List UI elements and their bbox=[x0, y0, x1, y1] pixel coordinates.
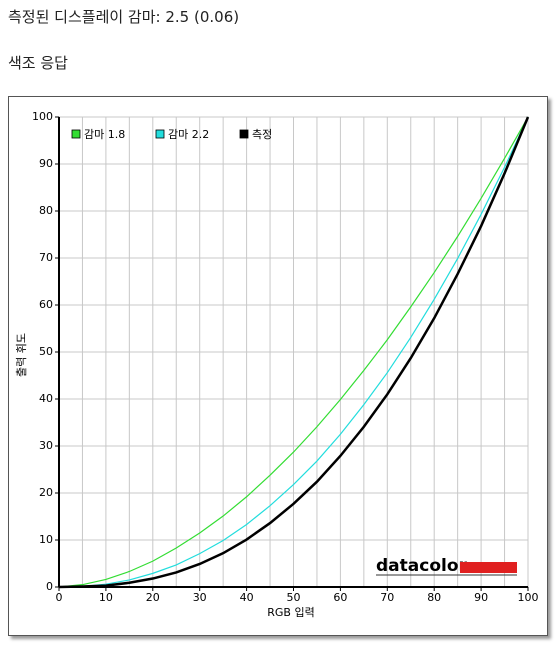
x-tick-label: 60 bbox=[333, 591, 347, 604]
y-tick-label: 80 bbox=[39, 204, 53, 217]
x-tick-label: 10 bbox=[99, 591, 113, 604]
y-tick-label: 30 bbox=[39, 439, 53, 452]
y-tick-label: 60 bbox=[39, 298, 53, 311]
legend-swatch bbox=[71, 129, 81, 139]
section-title: 색조 응답 bbox=[8, 54, 68, 72]
y-tick-label: 70 bbox=[39, 251, 53, 264]
legend-label: 측정 bbox=[252, 128, 272, 141]
x-tick-label: 0 bbox=[56, 591, 63, 604]
x-tick-label: 40 bbox=[240, 591, 254, 604]
series-line bbox=[58, 116, 529, 588]
y-tick-label: 10 bbox=[39, 533, 53, 546]
legend-label: 감마 2.2 bbox=[168, 128, 209, 141]
y-tick-label: 0 bbox=[46, 580, 53, 593]
y-tick-label: 90 bbox=[39, 157, 53, 170]
legend-swatch bbox=[239, 129, 249, 139]
heading: 측정된 디스플레이 감마: 2.5 (0.06) bbox=[8, 8, 240, 26]
y-tick-label: 50 bbox=[39, 345, 53, 358]
legend-swatch bbox=[155, 129, 165, 139]
y-tick-label: 20 bbox=[39, 486, 53, 499]
series-line bbox=[58, 116, 529, 588]
x-tick-label: 90 bbox=[474, 591, 488, 604]
x-tick-label: 30 bbox=[193, 591, 207, 604]
x-tick-label: 20 bbox=[146, 591, 160, 604]
x-tick-label: 100 bbox=[518, 591, 539, 604]
x-tick-label: 80 bbox=[427, 591, 441, 604]
watermark-bar bbox=[460, 562, 517, 573]
y-tick-label: 40 bbox=[39, 392, 53, 405]
watermark: datacolor bbox=[376, 556, 468, 576]
y-axis-label: 출력 휘도 bbox=[15, 333, 28, 377]
x-tick-label: 70 bbox=[380, 591, 394, 604]
x-axis-label: RGB 입력 bbox=[267, 606, 314, 619]
y-tick-label: 100 bbox=[32, 110, 53, 123]
legend-label: 감마 1.8 bbox=[84, 128, 125, 141]
series-line bbox=[58, 116, 530, 589]
x-tick-label: 50 bbox=[287, 591, 301, 604]
